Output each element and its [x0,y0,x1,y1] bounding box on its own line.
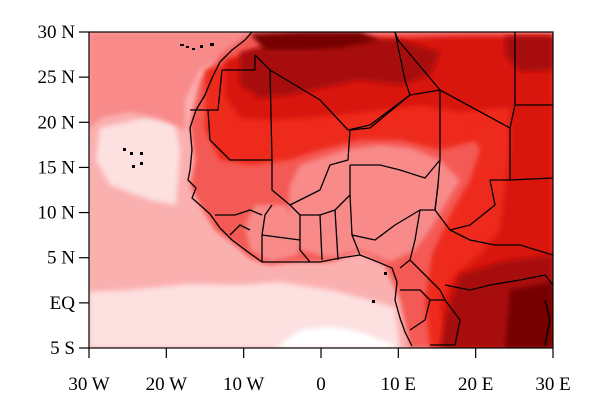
y-tick-label: 15 N [38,157,76,178]
cape-verde [123,148,126,151]
borders [187,32,553,347]
border-ghana [299,209,339,263]
x-tick-label: 30 E [535,374,570,395]
bioko-island [384,272,387,275]
y-tick-label: 20 N [38,112,76,133]
coastline-east [544,299,551,346]
canary-islands [180,44,184,46]
level-7-north [250,32,380,50]
border-nigeria [349,184,439,256]
y-tick-label: 25 N [38,67,76,88]
border-mali-south [271,129,351,206]
border-burkina [289,165,351,216]
x-tick-label: 0 [316,374,326,395]
y-axis: 30 N 25 N 20 N 15 N 10 N 5 N EQ 5 S [38,22,89,359]
border-drc [489,274,553,286]
level-0-region [275,326,395,348]
y-tick-label: 5 S [50,338,75,359]
border-guinea [215,209,263,236]
level-6-northeast [505,36,553,72]
border-cameroon [399,209,446,301]
y-tick-label: EQ [50,293,76,314]
level-2-guinea [245,205,300,262]
border-sudan [509,104,553,181]
border-car [444,229,553,291]
x-tick-label: 10 E [381,374,416,395]
level-6-north [240,38,440,98]
sao-tome [372,300,375,303]
border-western-sahara [190,55,256,111]
level-1-patch-west [96,118,180,205]
x-tick-label: 20 W [146,374,187,395]
x-axis: 30 W 20 W 10 W 0 10 E 20 E 30 E [68,348,571,395]
y-tick-label: 10 N [38,203,76,224]
y-tick-label: 30 N [38,22,76,43]
border-gabon-congo [400,289,461,346]
coastline-west-africa [187,32,413,347]
border-mali-algeria [269,32,411,131]
level-2-interior [288,145,460,262]
islands [123,43,387,303]
x-tick-label: 30 W [68,374,109,395]
x-tick-label: 20 E [458,374,493,395]
level-7-southeast [505,282,553,348]
shaded-field [89,32,553,348]
level-2-region-nw [89,32,252,130]
x-tick-label: 10 W [223,374,264,395]
y-tick-label: 5 N [47,248,75,269]
border-cote-divoire [261,204,301,262]
